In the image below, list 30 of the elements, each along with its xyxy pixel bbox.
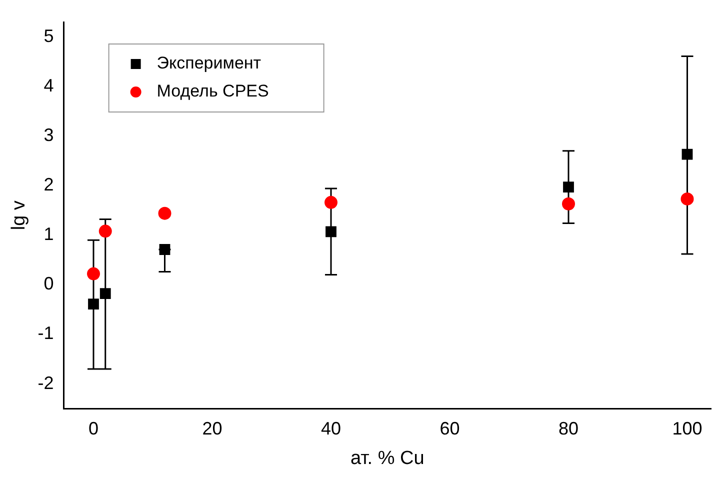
y-tick-label: 2: [44, 174, 54, 195]
y-tick-label: 0: [44, 274, 54, 294]
point: [326, 226, 336, 238]
point: [86, 267, 100, 280]
point: [562, 197, 575, 210]
y-axis-title: lg v: [8, 200, 30, 230]
y-tick-label: -1: [38, 323, 54, 344]
y-tick-label: 5: [44, 26, 54, 46]
y-tick-label: -2: [38, 372, 54, 393]
x-tick-label: 20: [202, 418, 222, 438]
point: [563, 182, 574, 192]
legend-label: Эксперимент: [156, 54, 262, 73]
y-tick-label: 3: [44, 124, 54, 145]
point: [680, 192, 694, 206]
point: [88, 298, 99, 310]
x-axis-title: ат. % Cu: [350, 448, 424, 469]
point: [324, 196, 338, 209]
x-tick-label: 0: [88, 418, 98, 438]
point: [100, 288, 111, 300]
x-tick-label: 40: [320, 418, 342, 438]
y-tick-label: 4: [44, 75, 54, 96]
y-tick-label: 1: [44, 224, 54, 244]
point: [98, 224, 112, 238]
x-tick-label: 100: [672, 418, 702, 438]
point: [158, 206, 172, 220]
x-tick-label: 80: [558, 418, 579, 438]
x-tick-label: 60: [440, 418, 460, 438]
legend-label: Модель CPES: [156, 82, 269, 101]
point: [159, 244, 170, 255]
point: [682, 148, 693, 160]
